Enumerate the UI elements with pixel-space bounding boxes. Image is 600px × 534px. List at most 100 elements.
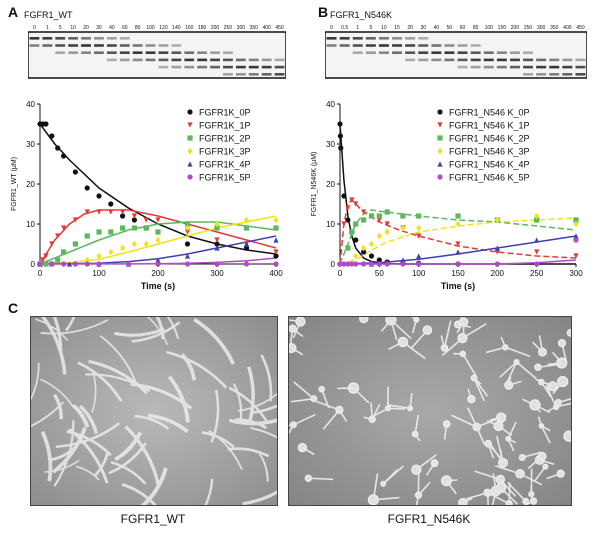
cell-outline	[235, 418, 268, 430]
legend-label: FGFR1K_5P	[199, 173, 251, 183]
gel-band	[94, 37, 104, 40]
micrograph-wt	[30, 316, 278, 506]
cell-outline	[124, 425, 160, 486]
gel-title-wt: FGFR1_WT	[24, 10, 73, 20]
x-tick-label: 400	[269, 269, 283, 278]
gel-time-label: 400	[563, 25, 572, 31]
gel-band	[223, 58, 233, 62]
cell-process	[411, 329, 429, 349]
gel-band	[352, 44, 363, 47]
gel-time-label: 350	[250, 25, 259, 31]
cell-process	[370, 402, 373, 420]
gel-band	[405, 58, 416, 62]
cell-process	[535, 378, 554, 388]
panel-letter-a: A	[8, 4, 19, 20]
cell-process	[491, 490, 497, 505]
data-point	[361, 249, 367, 255]
cell-outline	[204, 478, 214, 505]
gel-band	[496, 65, 507, 69]
cell-process	[462, 497, 473, 504]
data-point	[368, 253, 375, 259]
data-point	[155, 217, 161, 223]
gel-band	[223, 51, 233, 54]
cell-outline	[247, 366, 255, 424]
cell-process	[443, 320, 452, 349]
legend-label: FGFR1_N546 K_3P	[449, 147, 530, 157]
data-point	[361, 261, 367, 267]
data-point	[61, 249, 67, 255]
cell-process	[522, 451, 541, 459]
gel-band	[274, 73, 285, 76]
data-point	[573, 217, 579, 223]
cell-process	[402, 341, 426, 360]
gel-band	[132, 58, 143, 62]
gel-band	[575, 73, 586, 76]
cell-process	[524, 501, 527, 505]
x-tick-label: 0	[338, 269, 343, 278]
data-point	[353, 201, 359, 207]
gel-band	[352, 37, 363, 40]
cell-process	[417, 481, 431, 496]
gel-band	[470, 51, 481, 54]
y-tick-label: 0	[31, 260, 36, 269]
cell-body	[547, 381, 558, 392]
cell-body	[495, 412, 507, 423]
gel-band	[549, 65, 560, 69]
gel-time-label: 0.5	[341, 25, 348, 31]
x-tick-label: 250	[530, 269, 544, 278]
gel-time-label: 400	[262, 25, 271, 31]
cell-body	[563, 430, 571, 442]
gel-time-label: 5	[369, 25, 372, 31]
cell-outline	[210, 389, 220, 443]
gel-band	[483, 51, 494, 54]
gel-time-label: 300	[537, 25, 546, 31]
gel-band	[210, 65, 220, 69]
cell-outline	[166, 317, 180, 340]
cell-process	[302, 446, 315, 456]
gel-time-label: 200	[211, 25, 220, 31]
data-point	[120, 213, 126, 219]
cell-outline	[65, 317, 76, 332]
data-point	[273, 249, 279, 255]
panel-letter-b: B	[318, 4, 329, 20]
data-point	[361, 244, 367, 252]
data-point	[125, 261, 132, 267]
cell-process	[289, 343, 293, 349]
gel-band	[418, 58, 429, 62]
data-point	[55, 145, 61, 151]
gel-band	[509, 51, 520, 54]
cell-process	[443, 423, 448, 440]
gel-time-label: 100	[146, 25, 155, 31]
cell-process	[289, 423, 294, 427]
data-point	[143, 217, 149, 223]
data-point	[214, 245, 220, 251]
cell-process	[315, 400, 340, 411]
data-point	[376, 217, 382, 223]
legend-label: FGFR1K_2P	[199, 134, 251, 144]
data-point	[243, 241, 250, 247]
data-point	[43, 261, 49, 267]
series-points	[345, 209, 579, 251]
data-point	[214, 241, 220, 247]
data-point	[72, 217, 78, 223]
cell-process	[388, 341, 404, 351]
gel-time-label: 60	[122, 25, 128, 31]
gel-time-label: 250	[224, 25, 233, 31]
legend-label: FGFR1K_3P	[199, 147, 251, 157]
gel-band	[158, 44, 169, 47]
gel-band	[248, 73, 259, 76]
y-tick-label: 20	[26, 180, 35, 189]
cell-outline	[242, 490, 277, 505]
cell-process	[489, 416, 502, 422]
gel-band	[549, 58, 560, 62]
x-tick-label: 100	[412, 269, 426, 278]
y-axis-label: FGFR1_N546K (μM)	[311, 152, 318, 217]
data-point	[61, 261, 67, 267]
cell-outline	[78, 404, 98, 435]
cell-process	[411, 317, 417, 321]
cell-process	[508, 380, 522, 387]
gel-band	[562, 73, 573, 76]
data-point	[573, 253, 579, 259]
x-tick-label: 200	[491, 269, 505, 278]
gel-band	[119, 51, 130, 54]
